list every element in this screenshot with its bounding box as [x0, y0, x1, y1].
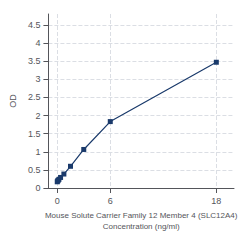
svg-text:OD: OD — [8, 94, 18, 108]
svg-text:Concentration (ng/ml): Concentration (ng/ml) — [103, 222, 180, 231]
svg-text:0: 0 — [35, 183, 40, 193]
svg-text:1.5: 1.5 — [28, 129, 41, 139]
svg-text:Mouse Solute Carrier Family 12: Mouse Solute Carrier Family 12 Member 4 … — [45, 211, 238, 220]
svg-text:2: 2 — [35, 111, 40, 121]
svg-text:18: 18 — [211, 196, 221, 206]
svg-text:0: 0 — [55, 196, 60, 206]
svg-text:0.5: 0.5 — [28, 165, 41, 175]
svg-text:3.5: 3.5 — [28, 56, 41, 66]
svg-text:6: 6 — [108, 196, 113, 206]
svg-text:3: 3 — [35, 74, 40, 84]
svg-text:1: 1 — [35, 147, 40, 157]
svg-text:4: 4 — [35, 38, 40, 48]
svg-text:4.5: 4.5 — [28, 20, 41, 30]
svg-text:2.5: 2.5 — [28, 92, 41, 102]
